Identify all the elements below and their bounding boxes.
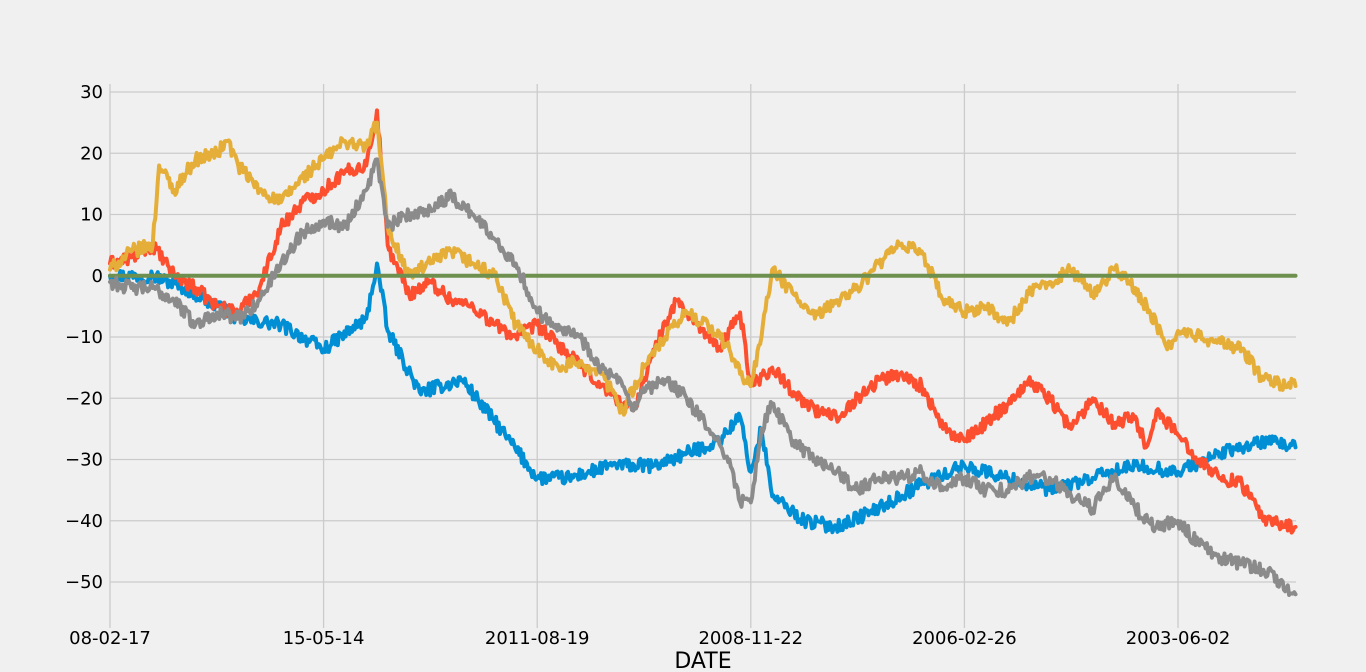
x-tick-label: 2003-06-02 [1126, 628, 1231, 649]
y-tick-label: −40 [65, 511, 103, 532]
x-tick-label: 2011-08-19 [485, 628, 590, 649]
y-tick-labels: 30 20 10 0 −10 −20 −30 −40 −50 [65, 82, 103, 593]
x-tick-labels: 08-02-17 15-05-14 2011-08-19 2008-11-22 2006… [69, 628, 1230, 649]
gold-series-line [108, 120, 1298, 417]
blue-series-line [108, 261, 1298, 535]
y-tick-label: 20 [80, 143, 103, 164]
series-layer [108, 108, 1298, 597]
y-tick-label: −50 [65, 572, 103, 593]
y-tick-label: −10 [65, 327, 103, 348]
red-series-line [108, 108, 1298, 535]
x-tick-label: 2008-11-22 [698, 628, 803, 649]
y-tick-label: −30 [65, 450, 103, 471]
y-tick-label: 10 [80, 205, 103, 226]
gray-series-line [108, 157, 1298, 597]
y-tick-label: 30 [80, 82, 103, 103]
x-tick-label: 15-05-14 [283, 628, 365, 649]
y-tick-label: −20 [65, 388, 103, 409]
x-tick-label: 08-02-17 [69, 628, 151, 649]
x-tick-label: 2006-02-26 [912, 628, 1017, 649]
y-tick-label: 0 [92, 266, 103, 287]
x-axis-label: DATE [674, 649, 731, 672]
grid [109, 84, 1296, 628]
